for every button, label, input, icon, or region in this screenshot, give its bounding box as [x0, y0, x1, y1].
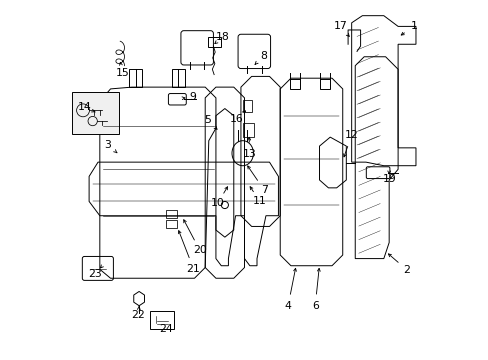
- Bar: [129, 69, 142, 87]
- Bar: [172, 69, 184, 87]
- Text: 20: 20: [192, 246, 206, 255]
- Text: 18: 18: [215, 32, 229, 42]
- Text: 6: 6: [311, 301, 318, 311]
- Text: 1: 1: [410, 21, 417, 31]
- Text: 23: 23: [88, 269, 102, 279]
- Bar: [320, 79, 329, 89]
- Text: 8: 8: [260, 51, 266, 61]
- Text: 9: 9: [189, 92, 196, 102]
- Text: 16: 16: [229, 114, 243, 124]
- Bar: [165, 210, 176, 217]
- Text: 4: 4: [284, 301, 291, 311]
- Bar: [243, 123, 254, 137]
- Bar: [290, 79, 299, 89]
- Text: 14: 14: [78, 103, 91, 112]
- Text: 15: 15: [115, 68, 129, 78]
- Bar: [243, 100, 252, 112]
- Text: 13: 13: [242, 149, 256, 159]
- Text: 11: 11: [252, 197, 266, 206]
- Text: 17: 17: [333, 21, 346, 31]
- Text: 22: 22: [131, 310, 145, 320]
- Text: 2: 2: [403, 265, 409, 275]
- Text: 5: 5: [204, 115, 211, 125]
- Text: 21: 21: [186, 264, 200, 274]
- Text: 24: 24: [159, 324, 172, 334]
- Text: 10: 10: [210, 198, 224, 208]
- Text: 12: 12: [344, 130, 358, 140]
- Text: 3: 3: [104, 140, 111, 150]
- Bar: [165, 220, 176, 228]
- Text: 19: 19: [382, 174, 395, 184]
- Bar: [72, 93, 119, 134]
- Text: 7: 7: [260, 185, 267, 195]
